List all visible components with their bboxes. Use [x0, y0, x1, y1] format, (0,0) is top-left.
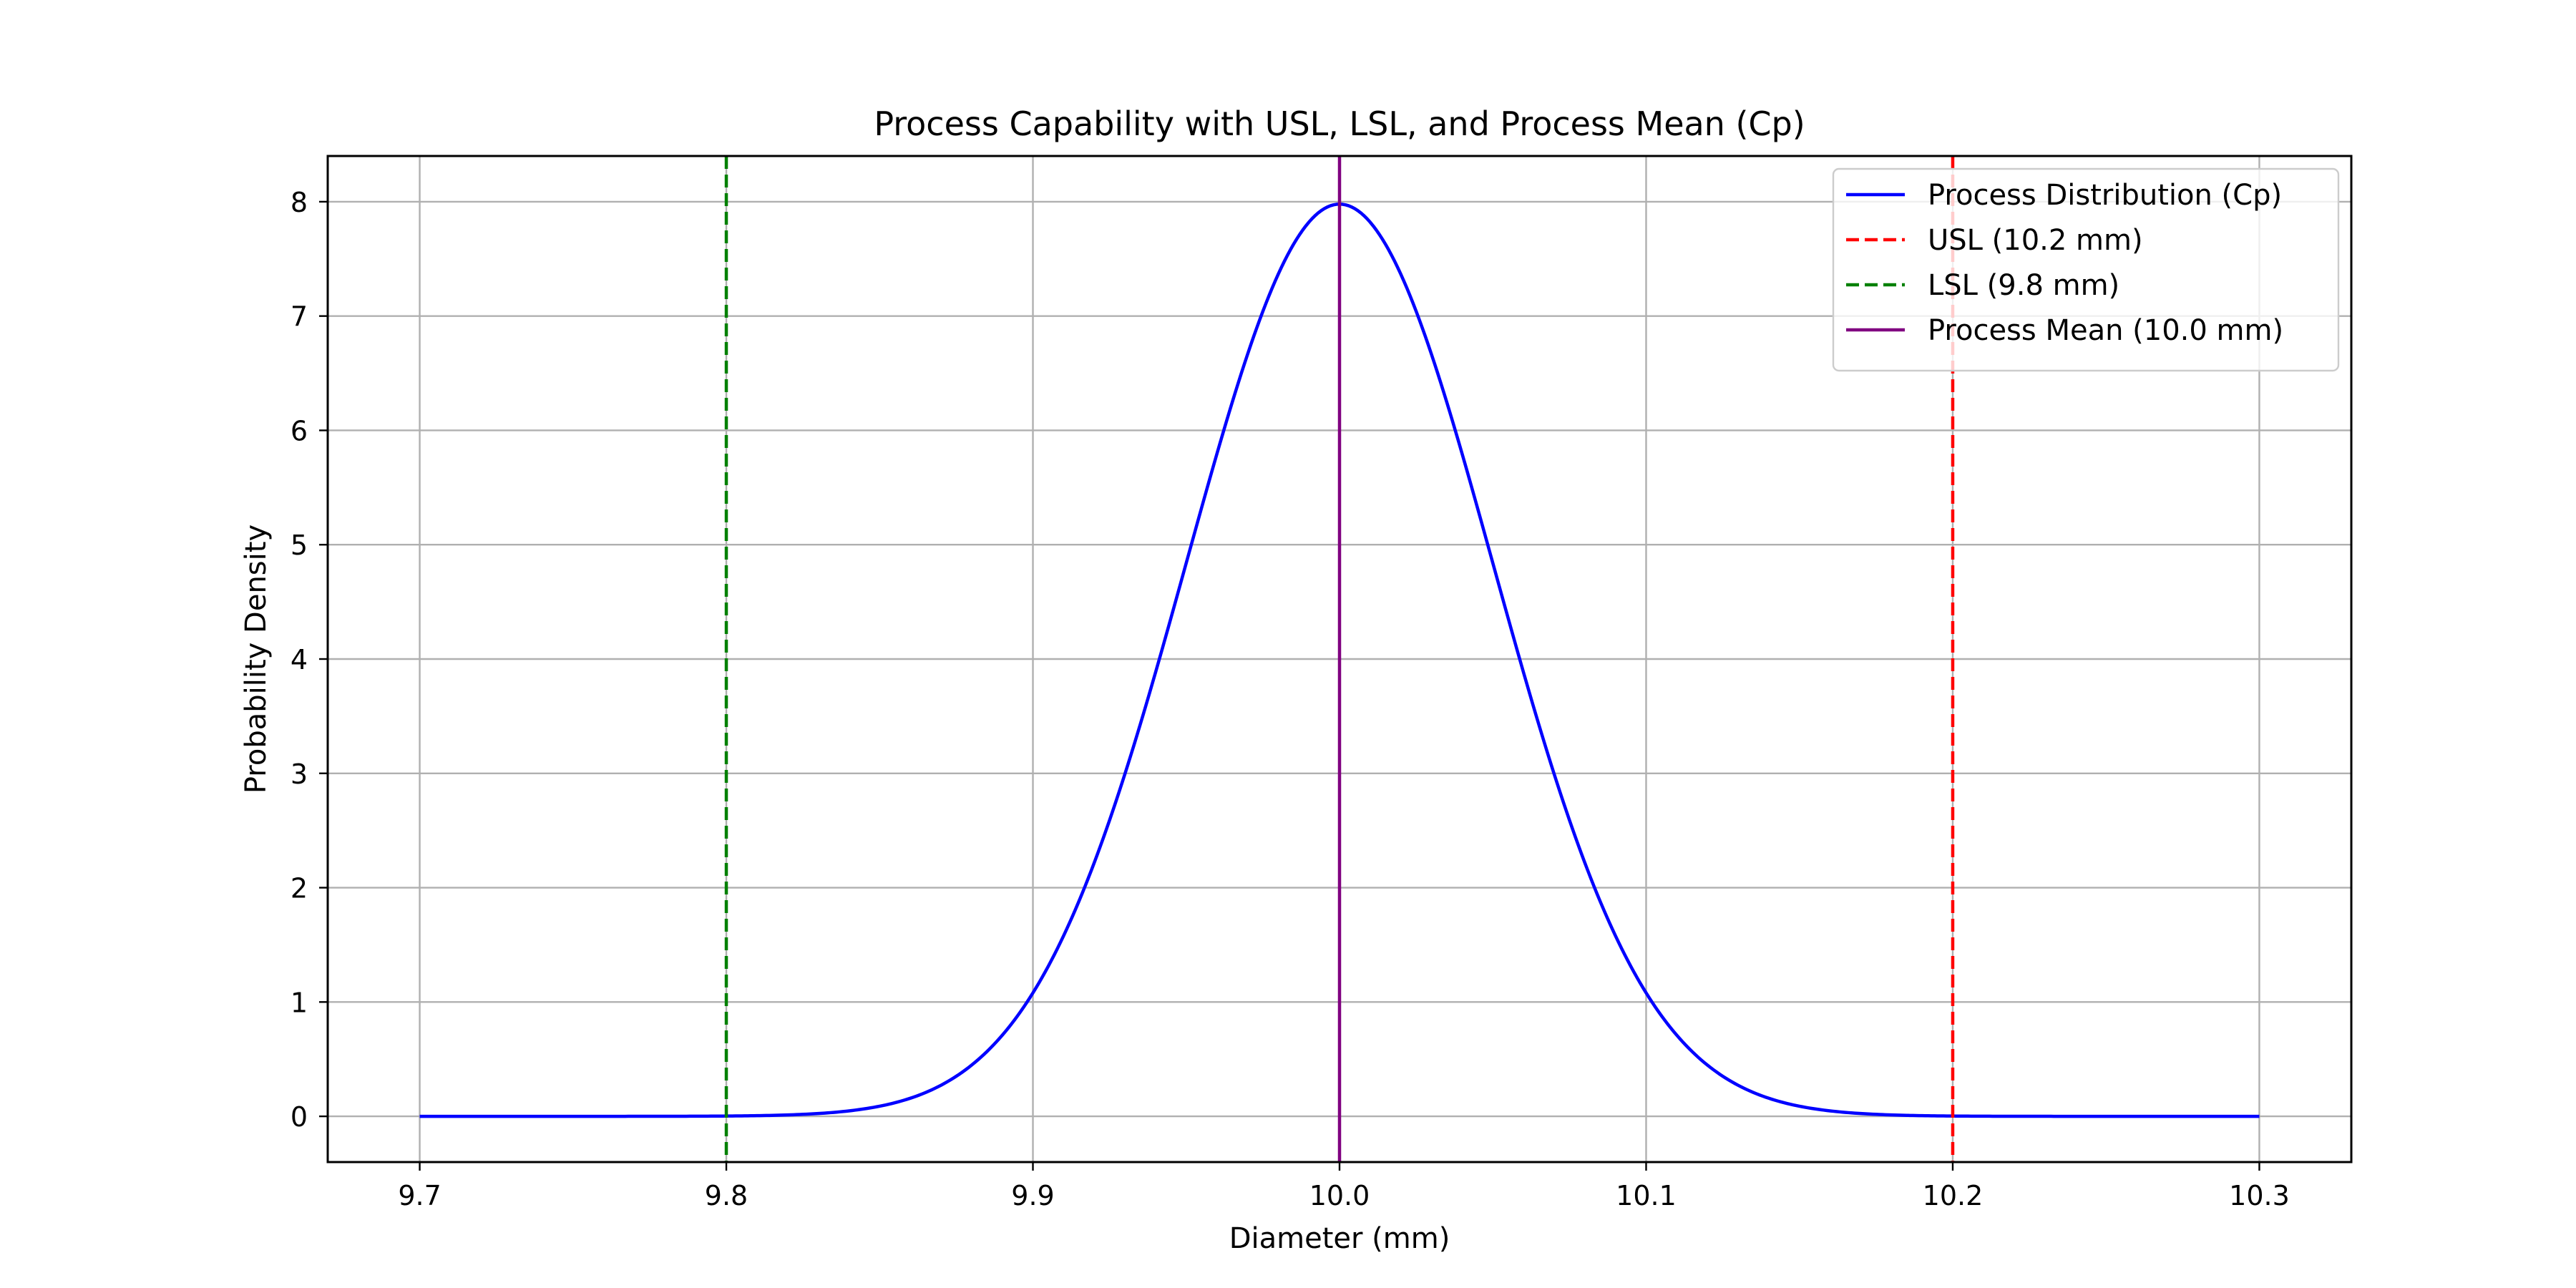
y-tick-label: 0 [291, 1101, 308, 1133]
x-axis-label: Diameter (mm) [1229, 1222, 1450, 1255]
x-axis-ticks: 9.7 9.8 9.9 10.0 10.1 10.2 10.3 [398, 1162, 2290, 1211]
y-tick-label: 5 [291, 530, 308, 561]
x-tick-label: 9.8 [705, 1180, 748, 1211]
legend-label: USL (10.2 mm) [1928, 224, 2143, 257]
x-tick-label: 9.7 [398, 1180, 441, 1211]
y-tick-label: 2 [291, 873, 308, 904]
legend-label: LSL (9.8 mm) [1928, 269, 2119, 302]
x-tick-label: 10.1 [1616, 1180, 1677, 1211]
legend-label: Process Mean (10.0 mm) [1928, 314, 2283, 347]
x-tick-label: 10.3 [2229, 1180, 2290, 1211]
legend-box [1832, 167, 2340, 372]
y-tick-label: 1 [291, 987, 308, 1018]
y-tick-label: 3 [291, 758, 308, 790]
y-axis-label: Probability Density [240, 525, 273, 794]
y-axis-ticks: 0 1 2 3 4 5 6 7 8 [291, 187, 328, 1133]
y-tick-label: 7 [291, 301, 308, 333]
x-tick-label: 10.0 [1309, 1180, 1370, 1211]
chart-title: Process Capability with USL, LSL, and Pr… [874, 104, 1805, 143]
y-tick-label: 6 [291, 415, 308, 447]
x-tick-label: 10.2 [1923, 1180, 1984, 1211]
legend-label: Process Distribution (Cp) [1928, 179, 2282, 212]
y-tick-label: 8 [291, 187, 308, 218]
x-tick-label: 9.9 [1011, 1180, 1054, 1211]
y-tick-label: 4 [291, 644, 308, 675]
legend: Process Distribution (Cp) USL (10.2 mm) LS… [1832, 167, 2340, 372]
